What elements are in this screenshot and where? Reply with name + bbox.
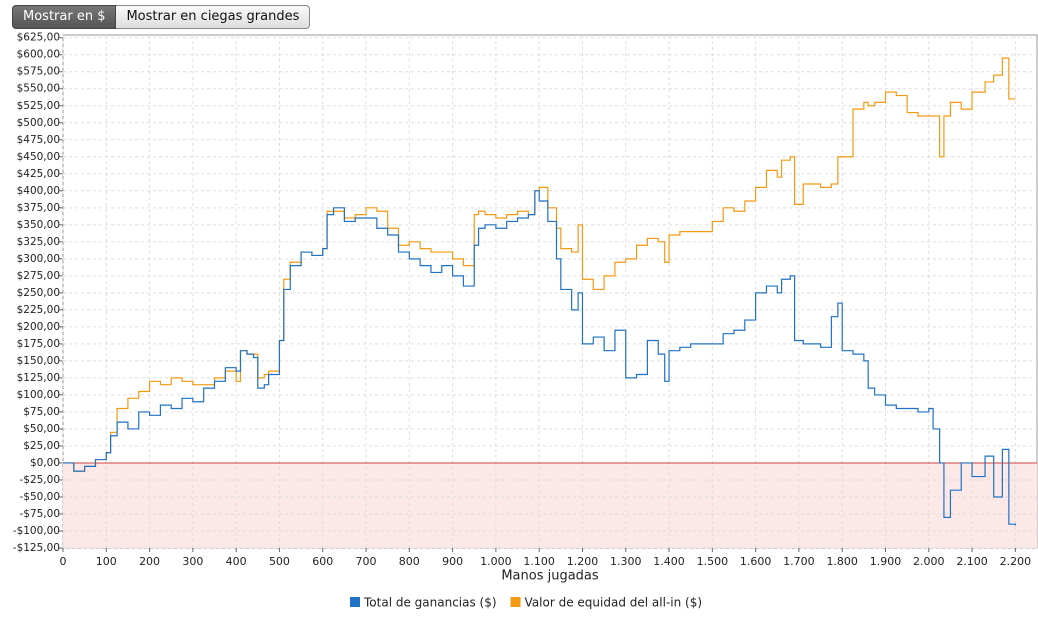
legend-label: Valor de equidad del all-in ($) bbox=[525, 596, 702, 610]
y-tick-label: $175,00 bbox=[17, 338, 60, 350]
x-tick-label: 2.200 bbox=[1000, 555, 1032, 568]
x-tick-label: 700 bbox=[356, 555, 377, 568]
y-tick-label: $525,00 bbox=[17, 100, 60, 112]
x-tick-label: 2.100 bbox=[956, 555, 988, 568]
x-tick-label: 1.700 bbox=[783, 555, 815, 568]
y-tick-label: $250,00 bbox=[17, 287, 60, 299]
series-line bbox=[63, 57, 1016, 472]
y-tick-label: $75,00 bbox=[23, 406, 60, 418]
x-tick-label: 400 bbox=[226, 555, 247, 568]
y-tick-label: -$125,00 bbox=[13, 542, 60, 554]
negative-region bbox=[63, 462, 1037, 548]
toggle-group: Mostrar en $ Mostrar en ciegas grandes bbox=[12, 5, 311, 29]
x-tick-label: 1.900 bbox=[870, 555, 902, 568]
y-tick-label: $550,00 bbox=[17, 83, 60, 95]
x-tick-label: 800 bbox=[399, 555, 420, 568]
y-tick-label: $425,00 bbox=[17, 168, 60, 180]
x-tick-label: 2.000 bbox=[913, 555, 945, 568]
y-tick-label: $325,00 bbox=[17, 236, 60, 248]
x-tick-label: 1.800 bbox=[826, 555, 858, 568]
y-tick-label: $300,00 bbox=[17, 253, 60, 265]
y-tick-label: $575,00 bbox=[17, 66, 60, 78]
x-tick-label: 200 bbox=[139, 555, 160, 568]
y-tick-label: -$75,00 bbox=[19, 508, 60, 520]
toggle-big-blinds[interactable]: Mostrar en ciegas grandes bbox=[116, 5, 311, 29]
y-tick-label: $350,00 bbox=[17, 219, 60, 231]
y-tick-label: $25,00 bbox=[23, 440, 60, 452]
x-tick-label: 1.100 bbox=[523, 555, 555, 568]
x-tick-label: 300 bbox=[182, 555, 203, 568]
y-tick-label: $625,00 bbox=[17, 32, 60, 44]
y-tick-label: $450,00 bbox=[17, 151, 60, 163]
x-tick-label: 1.500 bbox=[697, 555, 729, 568]
legend-swatch bbox=[510, 597, 521, 607]
y-tick-label: -$50,00 bbox=[19, 491, 60, 503]
y-tick-label: $125,00 bbox=[17, 372, 60, 384]
y-tick-label: -$25,00 bbox=[19, 474, 60, 486]
y-tick-label: $200,00 bbox=[17, 321, 60, 333]
x-tick-label: 100 bbox=[96, 555, 117, 568]
series-line bbox=[63, 190, 1016, 526]
x-axis-label: Manos jugadas bbox=[501, 569, 599, 584]
y-tick-label: $400,00 bbox=[17, 185, 60, 197]
x-tick-label: 1.600 bbox=[740, 555, 772, 568]
legend-label: Total de ganancias ($) bbox=[363, 596, 497, 610]
y-tick-label: $50,00 bbox=[23, 423, 60, 435]
x-tick-label: 1.400 bbox=[653, 555, 685, 568]
y-tick-label: -$100,00 bbox=[13, 525, 60, 537]
x-tick-label: 1.000 bbox=[480, 555, 512, 568]
x-tick-label: 1.300 bbox=[610, 555, 642, 568]
x-tick-label: 1.200 bbox=[567, 555, 599, 568]
y-tick-label: $225,00 bbox=[17, 304, 60, 316]
legend-swatch bbox=[350, 597, 360, 607]
y-tick-label: $375,00 bbox=[17, 202, 60, 214]
plot-background bbox=[62, 34, 1038, 549]
y-tick-label: $100,00 bbox=[17, 389, 60, 401]
toggle-dollars[interactable]: Mostrar en $ bbox=[12, 5, 117, 29]
y-tick-label: $150,00 bbox=[17, 355, 60, 367]
y-tick-label: $500,00 bbox=[17, 117, 60, 129]
x-tick-label: 0 bbox=[60, 555, 67, 568]
y-tick-label: $0,00 bbox=[30, 457, 60, 469]
x-tick-label: 900 bbox=[442, 555, 463, 568]
x-tick-label: 600 bbox=[312, 555, 333, 568]
x-tick-label: 500 bbox=[269, 555, 290, 568]
y-tick-label: $600,00 bbox=[17, 49, 60, 61]
y-tick-label: $475,00 bbox=[17, 134, 60, 146]
y-tick-label: $275,00 bbox=[17, 270, 60, 282]
